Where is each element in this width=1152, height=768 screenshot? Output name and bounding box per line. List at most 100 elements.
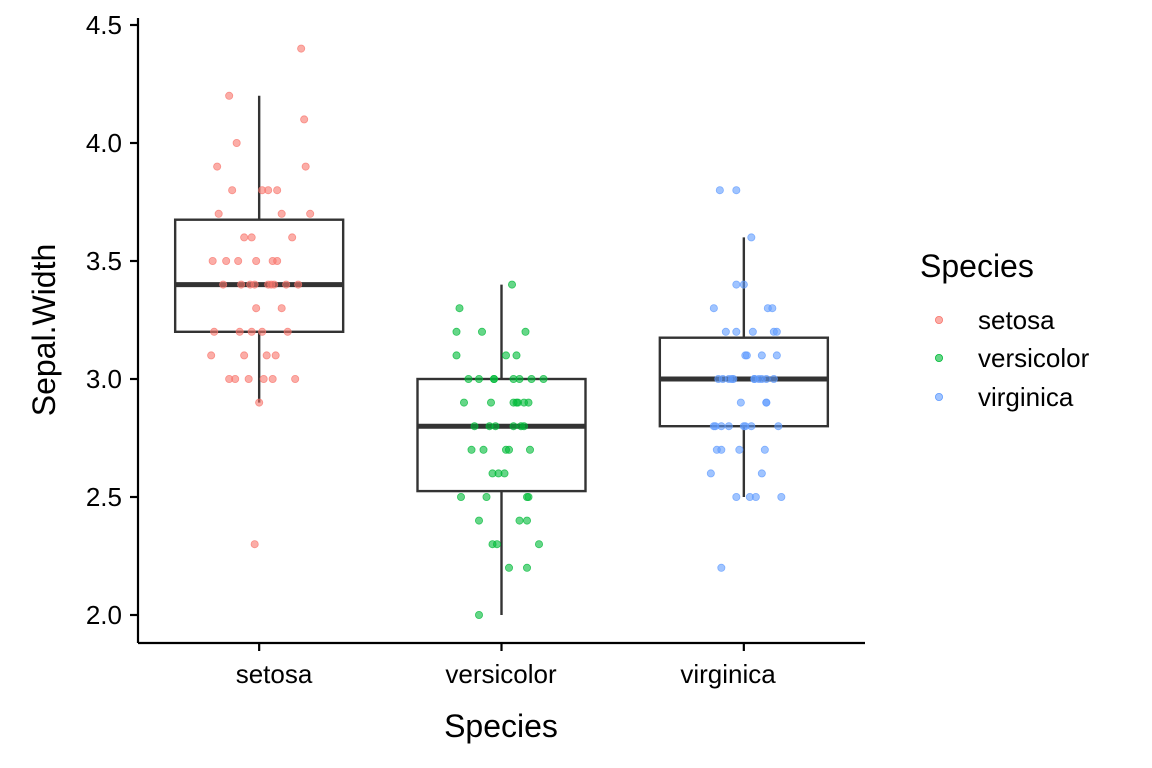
data-point-versicolor <box>523 516 532 525</box>
data-point-virginica <box>762 398 771 407</box>
data-point-virginica <box>751 492 760 501</box>
data-point-virginica <box>732 492 741 501</box>
data-point-versicolor <box>459 398 468 407</box>
data-point-setosa <box>283 327 292 336</box>
data-point-virginica <box>757 351 766 360</box>
x-tick-label-versicolor: versicolor <box>445 659 557 689</box>
box-virginica <box>658 237 830 497</box>
data-point-setosa <box>288 233 297 242</box>
data-point-setosa <box>271 351 280 360</box>
y-tick-label: 2.0 <box>86 600 122 630</box>
data-point-virginica <box>732 280 741 289</box>
data-point-virginica <box>774 422 783 431</box>
box-versicolor <box>416 284 587 615</box>
legend: Species setosa versicolor virginica <box>920 248 1090 412</box>
data-point-versicolor <box>467 445 476 454</box>
data-point-setosa <box>259 374 268 383</box>
points-versicolor <box>452 280 548 620</box>
data-point-setosa <box>252 256 261 265</box>
data-point-virginica <box>757 469 766 478</box>
data-point-virginica <box>747 233 756 242</box>
iqr-box-versicolor <box>416 377 587 493</box>
y-tick-label: 4.0 <box>86 128 122 158</box>
data-point-setosa <box>268 374 277 383</box>
y-tick-label: 2.5 <box>86 482 122 512</box>
data-point-versicolor <box>517 422 526 431</box>
data-point-versicolor <box>456 492 465 501</box>
data-point-versicolor <box>477 327 486 336</box>
data-point-versicolor <box>479 445 488 454</box>
data-point-setosa <box>273 256 282 265</box>
data-point-versicolor <box>464 374 473 383</box>
data-point-setosa <box>228 186 237 195</box>
data-point-versicolor <box>501 351 510 360</box>
data-point-versicolor <box>515 516 524 525</box>
x-tick-labels: setosa versicolor virginica <box>236 659 777 689</box>
data-point-versicolor <box>509 374 518 383</box>
iqr-box-virginica <box>658 336 830 428</box>
data-point-versicolor <box>474 611 483 620</box>
data-point-virginica <box>706 469 715 478</box>
data-point-setosa <box>255 398 264 407</box>
y-tick-label: 4.5 <box>86 10 122 40</box>
data-point-virginica <box>709 304 718 313</box>
data-point-versicolor <box>488 540 497 549</box>
data-point-setosa <box>234 256 243 265</box>
data-point-versicolor <box>539 374 548 383</box>
data-point-setosa <box>207 351 216 360</box>
data-point-versicolor <box>526 445 535 454</box>
points-setosa <box>207 44 315 549</box>
data-point-setosa <box>252 304 261 313</box>
data-point-setosa <box>214 209 223 218</box>
data-point-versicolor <box>535 540 544 549</box>
data-point-versicolor <box>512 398 521 407</box>
data-point-setosa <box>213 162 222 171</box>
points-virginica <box>706 186 786 572</box>
boxes-layer <box>173 95 830 615</box>
data-point-setosa <box>264 280 273 289</box>
data-point-virginica <box>724 422 733 431</box>
data-point-versicolor <box>504 445 513 454</box>
data-point-versicolor <box>452 351 461 360</box>
legend-label-setosa: setosa <box>978 305 1055 335</box>
data-point-versicolor <box>521 327 530 336</box>
y-tick-label: 3.0 <box>86 364 122 394</box>
data-point-versicolor <box>486 398 495 407</box>
axis-ticks <box>130 23 745 651</box>
legend-key-versicolor <box>935 353 944 362</box>
data-point-setosa <box>306 209 315 218</box>
data-point-setosa <box>301 162 310 171</box>
legend-label-versicolor: versicolor <box>978 343 1090 373</box>
data-point-virginica <box>732 327 741 336</box>
data-point-setosa <box>273 186 282 195</box>
data-point-versicolor <box>527 374 536 383</box>
data-point-virginica <box>777 492 786 501</box>
data-point-virginica <box>732 186 741 195</box>
x-axis-title: Species <box>444 708 558 744</box>
data-point-virginica <box>727 374 736 383</box>
data-point-setosa <box>219 280 228 289</box>
data-point-setosa <box>250 280 259 289</box>
legend-title: Species <box>920 248 1034 284</box>
data-point-setosa <box>208 256 217 265</box>
data-point-virginica <box>748 327 757 336</box>
data-point-setosa <box>277 209 286 218</box>
data-point-setosa <box>277 304 286 313</box>
data-point-virginica <box>750 374 759 383</box>
data-point-setosa <box>222 256 231 265</box>
data-point-setosa <box>244 374 253 383</box>
x-tick-label-setosa: setosa <box>236 659 313 689</box>
data-point-versicolor <box>504 563 513 572</box>
data-point-versicolor <box>474 516 483 525</box>
x-tick-label-virginica: virginica <box>680 659 776 689</box>
data-point-versicolor <box>452 327 461 336</box>
data-point-setosa <box>258 327 267 336</box>
data-point-setosa <box>297 44 306 53</box>
data-point-setosa <box>250 540 259 549</box>
data-point-virginica <box>742 351 751 360</box>
data-point-virginica <box>772 351 781 360</box>
y-tick-label: 3.5 <box>86 246 122 276</box>
data-point-virginica <box>763 304 772 313</box>
y-axis-title: Sepal.Width <box>26 244 62 417</box>
